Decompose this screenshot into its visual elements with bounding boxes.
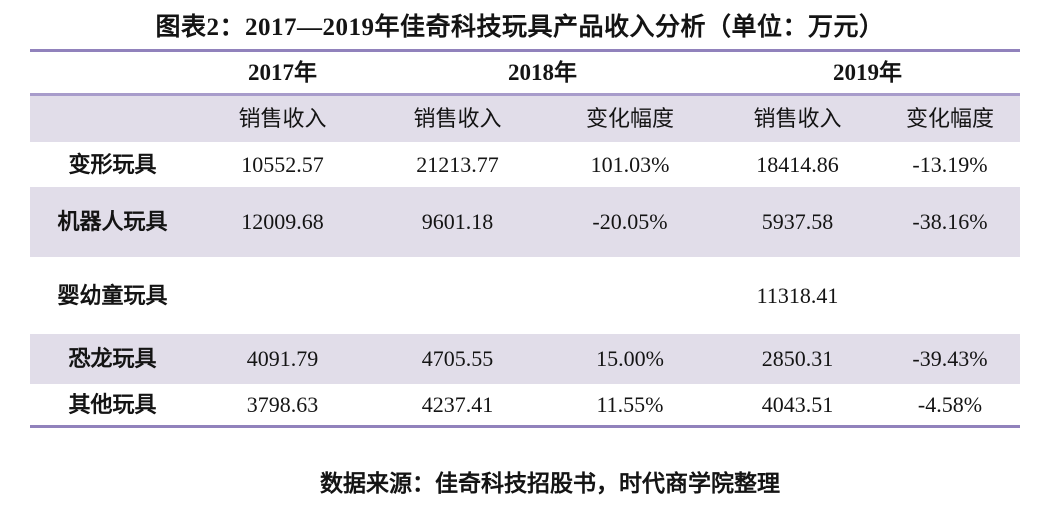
row-category: 变形玩具 xyxy=(68,151,157,177)
subheader-change-2019: 变化幅度 xyxy=(905,106,994,131)
cell-sales-2018: 4705.55 xyxy=(421,346,494,371)
cell-sales-2019: 4043.51 xyxy=(761,391,834,417)
cell-change-2018: 11.55% xyxy=(596,391,664,417)
cell-sales-2018: 4237.41 xyxy=(421,391,494,417)
cell-change-2018: -20.05% xyxy=(592,209,668,234)
row-category: 机器人玩具 xyxy=(57,209,168,234)
subheader-change-2018: 变化幅度 xyxy=(585,106,674,131)
table-row-other-toys: 其他玩具 3798.63 4237.41 11.55% 4043.51 -4.5… xyxy=(30,384,1020,425)
cell-sales-2019: 5937.58 xyxy=(761,209,834,234)
cell-change-2019: -39.43% xyxy=(912,346,988,371)
subheader-sales-2017: 销售收入 xyxy=(238,106,327,131)
table-row-robot-toys: 机器人玩具 12009.68 9601.18 -20.05% 5937.58 -… xyxy=(30,187,1020,257)
subheader-sales-2018: 销售收入 xyxy=(413,106,502,131)
revenue-table: 2017年 2018年 2019年 销售收入 销售收入 变化幅度 销售收入 变化… xyxy=(30,49,1020,428)
row-category: 其他玩具 xyxy=(68,391,157,417)
cell-change-2018: 101.03% xyxy=(590,151,670,177)
table-row-infant-toys: 婴幼童玩具 11318.41 xyxy=(30,257,1020,334)
table-row-transform-toys: 变形玩具 10552.57 21213.77 101.03% 18414.86 … xyxy=(30,142,1020,187)
year-header-2018: 2018年 xyxy=(508,60,577,85)
year-header-row: 2017年 2018年 2019年 xyxy=(30,52,1020,93)
figure-title: 图表2：2017—2019年佳奇科技玩具产品收入分析（单位：万元） xyxy=(155,14,885,41)
cell-sales-2018: 9601.18 xyxy=(421,209,494,234)
cell-sales-2017: 10552.57 xyxy=(241,151,324,177)
header-divider xyxy=(30,93,1020,96)
year-header-2017: 2017年 xyxy=(248,60,317,85)
cell-sales-2019: 18414.86 xyxy=(756,151,839,177)
cell-change-2019: -13.19% xyxy=(912,151,988,177)
row-category: 恐龙玩具 xyxy=(68,346,157,371)
cell-sales-2017: 4091.79 xyxy=(246,346,319,371)
cell-sales-2019: 2850.31 xyxy=(761,346,834,371)
row-category: 婴幼童玩具 xyxy=(57,282,168,308)
subheader-sales-2019: 销售收入 xyxy=(753,106,842,131)
year-header-2019: 2019年 xyxy=(833,60,902,85)
cell-change-2019: -4.58% xyxy=(917,391,983,417)
data-source: 数据来源：佳奇科技招股书，时代商学院整理 xyxy=(320,471,780,496)
cell-sales-2017: 12009.68 xyxy=(241,209,324,234)
cell-change-2018: 15.00% xyxy=(596,346,664,371)
table-row-dinosaur-toys: 恐龙玩具 4091.79 4705.55 15.00% 2850.31 -39.… xyxy=(30,334,1020,384)
cell-change-2019: -38.16% xyxy=(912,209,988,234)
cell-sales-2019: 11318.41 xyxy=(756,282,839,308)
subheader-row: 销售收入 销售收入 变化幅度 销售收入 变化幅度 xyxy=(30,96,1020,142)
cell-sales-2017: 3798.63 xyxy=(246,391,319,417)
cell-sales-2018: 21213.77 xyxy=(416,151,499,177)
